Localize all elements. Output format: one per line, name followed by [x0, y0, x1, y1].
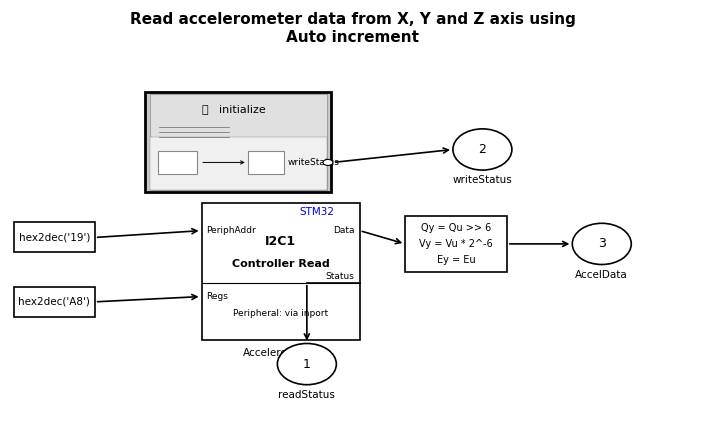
Ellipse shape	[453, 129, 512, 170]
Text: I2C1: I2C1	[265, 235, 296, 248]
Text: readStatus: readStatus	[278, 390, 336, 400]
Bar	[14, 287, 94, 317]
Text: Controller Read: Controller Read	[232, 259, 329, 269]
Text: Ey = Eu: Ey = Eu	[437, 254, 475, 264]
Bar	[149, 94, 327, 190]
Text: writeStatus: writeStatus	[288, 158, 340, 167]
Circle shape	[323, 159, 333, 165]
Bar	[158, 151, 197, 174]
Text: 1: 1	[303, 358, 311, 371]
Text: Vy = Vu * 2^-6: Vy = Vu * 2^-6	[419, 239, 493, 249]
Text: Qy = Qu >> 6: Qy = Qu >> 6	[421, 223, 491, 233]
Bar	[14, 222, 94, 252]
Bar	[202, 203, 360, 340]
Text: hex2dec('19'): hex2dec('19')	[19, 232, 90, 242]
Text: STM32: STM32	[300, 206, 334, 216]
Text: initialize: initialize	[219, 105, 266, 114]
Bar	[247, 151, 284, 174]
Text: 2: 2	[479, 143, 486, 156]
Text: Read accelerometer data from X, Y and Z axis using
Auto increment: Read accelerometer data from X, Y and Z …	[130, 12, 575, 44]
Text: Peripheral: via inport: Peripheral: via inport	[233, 308, 328, 318]
Bar	[149, 137, 327, 190]
Text: Regs: Regs	[207, 292, 228, 301]
Text: Data: Data	[333, 226, 355, 235]
Text: Accelerometer: Accelerometer	[243, 348, 319, 358]
Text: writeStatus: writeStatus	[453, 175, 513, 185]
Text: hex2dec('A8'): hex2dec('A8')	[18, 297, 90, 307]
Text: 3: 3	[598, 238, 606, 251]
Text: PeriphAddr: PeriphAddr	[207, 226, 256, 235]
Bar	[405, 216, 507, 272]
Ellipse shape	[572, 223, 631, 264]
Text: Status: Status	[326, 272, 355, 281]
Text: ⏻: ⏻	[202, 105, 208, 114]
Bar	[145, 92, 331, 192]
Ellipse shape	[277, 343, 336, 384]
Text: AccelData: AccelData	[575, 270, 628, 280]
